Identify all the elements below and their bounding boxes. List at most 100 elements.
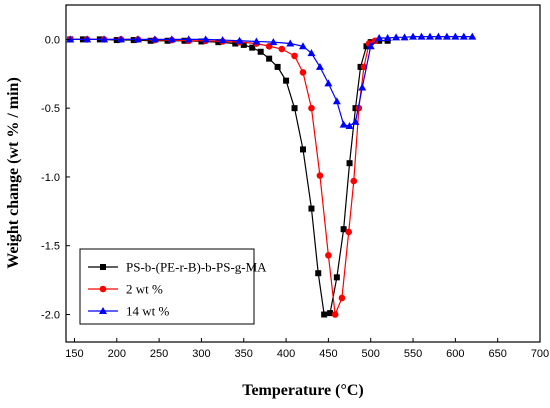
series-2-point-27 bbox=[400, 33, 409, 41]
legend-label-0: PS-b-(PE-r-B)-b-PS-g-MA bbox=[126, 260, 267, 275]
series-2 bbox=[66, 32, 477, 130]
series-1-point-23 bbox=[355, 104, 363, 112]
x-tick-label-5: 400 bbox=[277, 348, 295, 360]
series-2-point-29 bbox=[417, 32, 426, 40]
legend-marker-2 bbox=[99, 307, 107, 314]
series-2-point-5 bbox=[150, 35, 159, 43]
series-2-point-6 bbox=[167, 35, 176, 43]
series-0-point-20 bbox=[315, 270, 322, 277]
series-2-point-21 bbox=[351, 117, 360, 125]
series-0-point-11 bbox=[240, 41, 247, 48]
plot-frame bbox=[65, 4, 541, 343]
series-2-point-32 bbox=[442, 32, 451, 40]
series-layer bbox=[66, 32, 477, 318]
series-0-point-28 bbox=[363, 43, 370, 50]
series-0-point-16 bbox=[283, 77, 290, 84]
series-2-point-10 bbox=[235, 36, 244, 44]
series-0-point-22 bbox=[327, 310, 334, 317]
series-1-point-21 bbox=[345, 228, 353, 236]
series-2-point-31 bbox=[434, 32, 443, 40]
series-2-point-20 bbox=[345, 122, 354, 130]
legend: PS-b-(PE-r-B)-b-PS-g-MA 2 wt % 14 wt % bbox=[79, 248, 267, 325]
series-0-point-3 bbox=[113, 37, 120, 44]
series-2-point-16 bbox=[315, 62, 324, 70]
series-2-point-14 bbox=[299, 42, 307, 50]
series-0-point-12 bbox=[249, 44, 256, 51]
series-0-point-23 bbox=[333, 274, 340, 281]
series-0-point-10 bbox=[232, 40, 239, 47]
y-tick-label-2: -1.0 bbox=[41, 172, 60, 184]
series-2-point-4 bbox=[133, 35, 142, 43]
x-tick-label-8: 550 bbox=[404, 348, 422, 360]
axis-layer: 150 200 250 300 350 400 450 500 550 600 650 700 0.0 -… bbox=[41, 34, 549, 360]
series-2-point-8 bbox=[201, 35, 210, 43]
series-2-point-11 bbox=[252, 37, 261, 45]
series-0-point-24 bbox=[340, 226, 347, 233]
series-1-point-15 bbox=[299, 69, 307, 76]
series-0-point-18 bbox=[300, 146, 306, 153]
series-0-point-19 bbox=[308, 205, 315, 212]
x-tick-label-9: 600 bbox=[446, 348, 464, 360]
x-tick-label-11: 700 bbox=[531, 348, 549, 360]
series-0-point-4 bbox=[130, 37, 137, 44]
series-0-point-14 bbox=[266, 55, 273, 62]
series-1-point-22 bbox=[350, 177, 358, 185]
series-2-point-1 bbox=[83, 35, 92, 43]
series-2-point-35 bbox=[468, 32, 477, 40]
x-axis-title: Temperature (°C) bbox=[242, 382, 363, 399]
series-2-point-15 bbox=[307, 49, 316, 57]
series-1-point-18 bbox=[325, 252, 332, 259]
series-1-point-16 bbox=[308, 104, 315, 112]
x-tick-label-4: 350 bbox=[235, 348, 253, 360]
series-2-point-13 bbox=[286, 39, 295, 47]
series-2-point-19 bbox=[339, 120, 348, 128]
series-2-point-28 bbox=[409, 32, 418, 40]
series-2-line bbox=[70, 36, 473, 127]
series-0-point-15 bbox=[274, 63, 281, 70]
y-tick-label-3: -1.5 bbox=[41, 241, 60, 253]
x-tick-label-10: 650 bbox=[488, 348, 506, 360]
x-tick-label-3: 300 bbox=[192, 348, 210, 360]
legend-label-2: 14 wt % bbox=[126, 304, 170, 319]
series-1-point-17 bbox=[316, 172, 324, 179]
series-2-point-23 bbox=[366, 42, 375, 50]
series-1-point-13 bbox=[278, 45, 286, 53]
series-0-point-9 bbox=[215, 39, 222, 46]
y-tick-label-4: -2.0 bbox=[41, 309, 60, 321]
series-1-point-20 bbox=[338, 294, 346, 302]
legend-marker-1 bbox=[99, 285, 107, 293]
series-2-point-30 bbox=[425, 32, 434, 40]
series-0-point-17 bbox=[291, 105, 298, 112]
series-0-point-21 bbox=[321, 311, 328, 318]
series-0-point-6 bbox=[164, 37, 171, 44]
legend-label-1: 2 wt % bbox=[126, 282, 163, 297]
series-0-point-25 bbox=[346, 160, 353, 167]
series-0-point-13 bbox=[257, 48, 264, 55]
y-tick-label-1: -0.5 bbox=[41, 103, 60, 115]
series-1-point-14 bbox=[291, 52, 298, 60]
series-2-point-22 bbox=[358, 83, 367, 91]
x-tick-label-6: 450 bbox=[319, 348, 337, 360]
series-0-point-8 bbox=[198, 38, 205, 45]
series-2-point-34 bbox=[459, 32, 468, 40]
y-axis-title: Weight change (wt % / min) bbox=[5, 77, 22, 269]
series-0-point-27 bbox=[357, 63, 364, 70]
series-2-point-33 bbox=[451, 32, 460, 40]
series-0-point-5 bbox=[147, 37, 154, 44]
series-2-point-25 bbox=[383, 34, 392, 42]
x-tick-label-1: 200 bbox=[108, 348, 126, 360]
series-2-point-9 bbox=[218, 36, 227, 44]
series-2-point-3 bbox=[117, 35, 126, 43]
y-tick-label-0: 0.0 bbox=[45, 34, 60, 46]
series-1-point-19 bbox=[331, 311, 339, 318]
series-2-point-7 bbox=[184, 35, 193, 43]
series-2-point-0 bbox=[66, 35, 75, 43]
series-0-point-26 bbox=[352, 105, 359, 112]
x-tick-label-7: 500 bbox=[362, 348, 380, 360]
series-2-point-2 bbox=[100, 35, 109, 43]
series-2-point-26 bbox=[392, 33, 401, 41]
x-tick-label-2: 250 bbox=[150, 348, 168, 360]
series-2-point-24 bbox=[375, 34, 384, 42]
series-2-point-17 bbox=[324, 79, 333, 87]
